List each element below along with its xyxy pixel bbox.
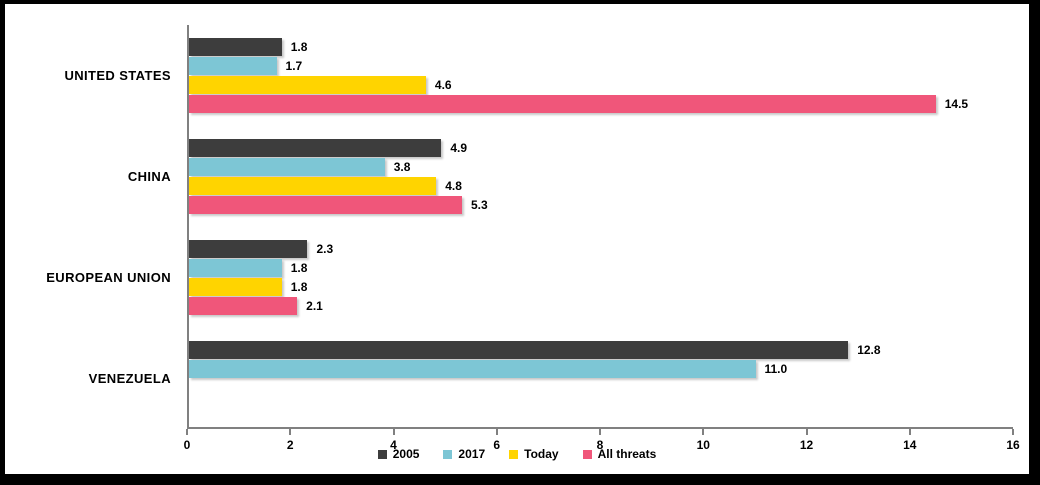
bar-2017 [189, 259, 282, 277]
legend-label: 2017 [458, 447, 486, 461]
legend-item-2017: 2017 [443, 447, 485, 461]
bar-all-threats [189, 95, 936, 113]
category-label: UNITED STATES [64, 68, 171, 83]
bar-row: 1.7 [189, 57, 1013, 75]
bar-group: 2.3 1.8 1.8 2.1 [189, 227, 1013, 328]
bar-value-label: 12.8 [857, 343, 881, 357]
value-axis: 0 2 4 6 8 10 12 14 16 [183, 429, 1020, 459]
bar-value-label: 2.3 [316, 242, 334, 256]
bar-value-label: 1.7 [285, 59, 303, 73]
axis-tick-label: 6 [493, 438, 501, 452]
bar-row: 5.3 [189, 196, 1013, 214]
bar-today [189, 76, 426, 94]
legend-label: Today [524, 447, 559, 461]
bar-group: 12.8 11.0 [189, 328, 1013, 429]
bar-row: 4.8 [189, 177, 1013, 195]
bar-2005 [189, 341, 849, 359]
bar-row: 12.8 [189, 341, 1013, 359]
bar-row: 14.5 [189, 95, 1013, 113]
bar-value-label: 3.8 [393, 160, 411, 174]
bar-group: 1.8 1.7 4.6 14.5 [189, 25, 1013, 126]
bar-group: 4.9 3.8 4.8 5.3 [189, 126, 1013, 227]
bar-2005 [189, 139, 442, 157]
bar-row: 4.6 [189, 76, 1013, 94]
axis-tick [392, 429, 395, 435]
axis-tick [599, 429, 601, 435]
legend-swatch-icon [582, 449, 592, 459]
axis-tick [186, 429, 188, 435]
bar-value-label: 14.5 [944, 97, 969, 111]
bar-value-label: 5.3 [470, 198, 488, 212]
bar-today [189, 177, 437, 195]
axis-tick-label: 16 [1006, 438, 1020, 452]
bar-value-label: 4.8 [445, 179, 462, 193]
category-label: EUROPEAN UNION [46, 270, 171, 285]
legend: 2005 2017 Today All threats [5, 447, 1029, 461]
bar-row: 11.0 [189, 360, 1013, 378]
legend-item-2005: 2005 [377, 447, 420, 461]
bar-today [189, 278, 282, 296]
bar-2005 [189, 38, 282, 56]
axis-tick [702, 429, 705, 435]
legend-item-all-threats: All threats [582, 447, 657, 461]
category-label: VENEZUELA [88, 371, 171, 386]
legend-swatch-icon [443, 449, 453, 459]
axis-tick-label: 12 [799, 438, 814, 452]
bar-row: 1.8 [189, 278, 1013, 296]
axis-tick-label: 10 [696, 438, 710, 452]
bar-value-label: 4.6 [434, 78, 452, 92]
axis-tick-label: 0 [183, 438, 191, 452]
legend-label: 2005 [392, 447, 420, 461]
axis-tick-label: 2 [286, 438, 294, 452]
axis-tick [1012, 429, 1014, 435]
axis-tick [908, 429, 911, 435]
legend-label: All threats [597, 447, 657, 461]
bar-row: 1.8 [189, 259, 1013, 277]
axis-tick [495, 429, 498, 435]
bar-row [189, 379, 1013, 397]
category-label: CHINA [127, 169, 171, 184]
bar-value-label: 2.1 [306, 299, 323, 313]
bar-2017 [189, 57, 277, 75]
bar-row: 3.8 [189, 158, 1013, 176]
bar-value-label: 1.8 [290, 261, 308, 275]
chart-canvas: UNITED STATES CHINA EUROPEAN UNION VENEZUEL… [5, 4, 1029, 474]
axis-tick [805, 429, 808, 435]
axis-tick-label: 14 [903, 438, 917, 452]
bar-row [189, 398, 1013, 416]
plot-area: 1.8 1.7 4.6 14.5 4.9 3.8 4.8 5.3 2.3 1.8 1.8 2.1 12.… [187, 25, 1013, 429]
bar-row: 2.1 [189, 297, 1013, 315]
bar-value-label: 1.8 [290, 40, 308, 54]
bar-2005 [189, 240, 308, 258]
legend-swatch-icon [509, 449, 519, 459]
category-axis: UNITED STATES CHINA EUROPEAN UNION VENEZUEL… [5, 25, 171, 429]
bar-value-label: 4.9 [450, 141, 468, 155]
bar-row: 2.3 [189, 240, 1013, 258]
axis-tick-label: 8 [596, 438, 604, 452]
bar-row: 4.9 [189, 139, 1013, 157]
bar-all-threats [189, 196, 462, 214]
bar-row: 1.8 [189, 38, 1013, 56]
axis-tick-label: 4 [390, 438, 397, 452]
legend-item-today: Today [509, 447, 559, 461]
bar-2017 [189, 158, 385, 176]
axis-tick [289, 429, 292, 435]
bar-all-threats [189, 297, 298, 315]
bar-value-label: 11.0 [764, 362, 788, 376]
bar-value-label: 1.8 [290, 280, 308, 294]
bar-2017 [189, 360, 756, 378]
legend-swatch-icon [377, 449, 387, 459]
